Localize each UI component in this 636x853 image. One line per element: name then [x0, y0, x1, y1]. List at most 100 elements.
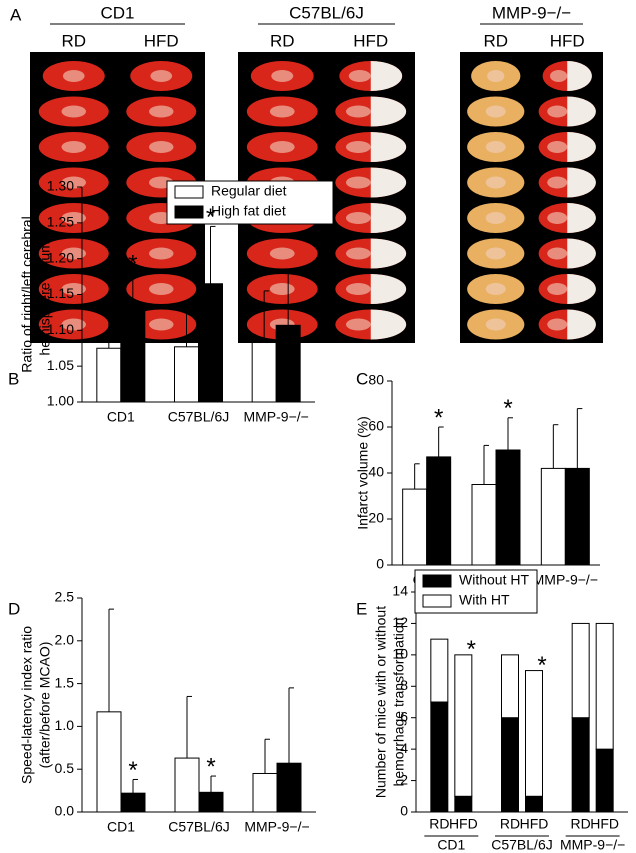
bar	[540, 467, 566, 566]
y-tick-label: 60	[368, 418, 384, 434]
significance-marker: *	[206, 204, 215, 231]
panel-label: B	[8, 369, 19, 388]
slice-core	[485, 212, 506, 224]
infarct	[370, 203, 407, 233]
bar-segment	[454, 654, 473, 797]
slice-core	[269, 141, 295, 153]
significance-marker: *	[206, 753, 215, 780]
bar-segment	[595, 622, 614, 750]
group-label: C57BL/6J	[491, 837, 552, 853]
bar-segment	[430, 638, 449, 703]
y-tick-label: 14	[392, 583, 408, 599]
bar-segment	[525, 795, 543, 813]
infarct	[370, 238, 407, 269]
panel-label: A	[10, 5, 22, 24]
panel-label: D	[8, 599, 20, 618]
y-tick-label: 0	[376, 556, 384, 572]
x-tick-label: CD1	[107, 819, 135, 835]
x-tick-label: CD1	[107, 409, 135, 425]
y-tick-label: 10	[392, 646, 408, 662]
y-tick-label: 8	[400, 677, 408, 693]
y-tick-label: 40	[368, 464, 384, 480]
y-tick-label: 1.10	[47, 321, 74, 337]
significance-marker: *	[434, 404, 443, 431]
slice-core	[150, 70, 173, 82]
infarct	[370, 274, 407, 304]
bar	[495, 449, 521, 566]
y-axis-label: hemorrhage transformation	[391, 618, 407, 787]
x-tick-label: MMP-9−/−	[533, 572, 598, 588]
legend-swatch	[422, 574, 452, 588]
slice-core	[61, 283, 86, 295]
bar	[174, 757, 200, 813]
significance-marker: *	[503, 395, 512, 422]
y-axis-label: hemisphere volume	[37, 233, 53, 355]
slice-core	[547, 105, 568, 118]
bar	[252, 772, 278, 813]
bar-segment	[595, 748, 614, 813]
y-tick-label: 1.5	[55, 674, 75, 690]
bar-segment	[571, 717, 590, 813]
slice-core	[269, 105, 295, 118]
infarct	[370, 132, 407, 162]
slice-core	[149, 318, 174, 331]
y-axis-label: (after/before MCAO)	[37, 642, 53, 769]
slice-core	[61, 318, 86, 331]
bar	[471, 484, 497, 566]
group-label: MMP-9−/−	[492, 3, 571, 22]
infarct	[370, 61, 403, 91]
y-tick-label: 1.15	[47, 285, 74, 301]
y-tick-label: 20	[368, 510, 384, 526]
panel-label: C	[356, 369, 368, 388]
x-tick-label: C57BL/6J	[168, 819, 229, 835]
bar	[251, 342, 277, 403]
bar	[174, 346, 199, 403]
infarct	[370, 96, 407, 127]
slice-core	[61, 176, 86, 189]
slice-core	[547, 318, 568, 331]
x-tick-label: C57BL/6J	[168, 409, 229, 425]
infarct	[567, 203, 596, 233]
legend-swatch	[174, 185, 204, 199]
slice-core	[345, 105, 371, 118]
infarct	[567, 238, 596, 269]
y-axis-label: Infarct volume (%)	[355, 416, 371, 530]
slice-core	[485, 105, 506, 118]
bar-segment	[525, 670, 543, 797]
slice-core	[487, 70, 505, 82]
column-label: HFD	[144, 31, 179, 50]
slice-core	[485, 283, 506, 295]
legend-swatch	[174, 205, 204, 219]
bar-segment	[501, 654, 519, 719]
panel-label: E	[356, 599, 367, 618]
significance-marker: *	[128, 757, 137, 784]
y-tick-label: 1.05	[47, 357, 74, 373]
slice-core	[149, 105, 174, 118]
y-tick-label: 6	[400, 708, 408, 724]
slice-core	[547, 247, 568, 260]
column-label: RD	[270, 31, 295, 50]
y-tick-label: 0.0	[55, 803, 75, 819]
x-tick-label: HFD	[590, 816, 619, 832]
significance-marker: *	[128, 250, 137, 277]
y-axis-label: Speed-latency index ratio	[19, 626, 35, 784]
group-label: MMP-9−/−	[560, 837, 625, 853]
y-tick-label: 12	[392, 614, 408, 630]
slice-core	[345, 176, 371, 189]
slice-core	[345, 212, 371, 224]
y-tick-label: 0.5	[55, 760, 75, 776]
slice-core	[345, 247, 371, 260]
infarct	[370, 309, 407, 340]
slice-core	[149, 247, 174, 260]
y-tick-label: 1.00	[47, 393, 74, 409]
slice-core	[485, 247, 506, 260]
slice-core	[550, 70, 568, 82]
legend-swatch	[422, 594, 452, 608]
x-tick-label: MMP-9−/−	[244, 819, 309, 835]
legend-label: Regular diet	[211, 183, 287, 199]
column-label: HFD	[550, 31, 585, 50]
slice-core	[61, 212, 86, 224]
x-tick-label: RD	[429, 816, 449, 832]
infarct	[370, 167, 407, 198]
slice-core	[345, 141, 371, 153]
